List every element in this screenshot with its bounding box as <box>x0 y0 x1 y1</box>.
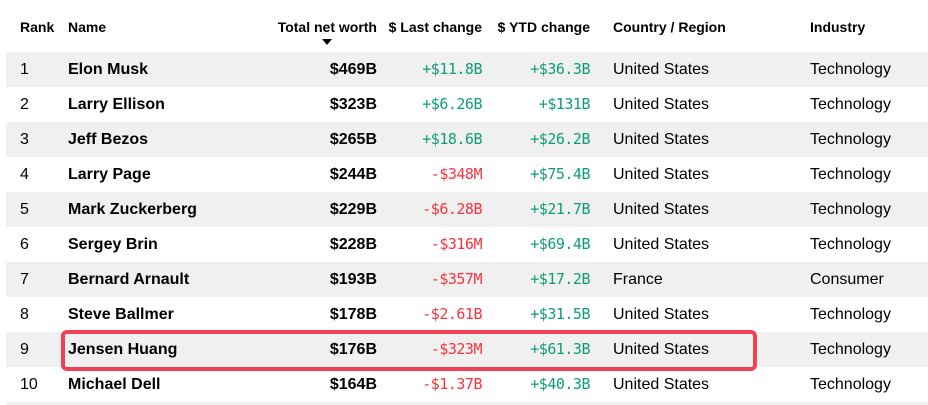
cell-last-change: -$348M <box>430 165 482 183</box>
cell-country: United States <box>613 61 710 78</box>
column-header-rank[interactable]: Rank <box>20 19 55 35</box>
cell-industry: Technology <box>810 61 891 78</box>
cell-industry: Technology <box>810 236 891 253</box>
cell-net-worth: $176B <box>329 341 377 358</box>
cell-rank: 5 <box>20 201 29 218</box>
table-row[interactable]: 6 Sergey Brin $228B -$316M +$69.4B United Sta… <box>6 227 928 262</box>
column-header-industry[interactable]: Industry <box>810 19 866 35</box>
column-header-last-change[interactable]: $ Last change <box>388 19 482 35</box>
cell-rank: 10 <box>20 376 38 393</box>
next-row-strip <box>6 402 928 405</box>
cell-industry: Technology <box>810 341 891 358</box>
cell-rank: 2 <box>20 96 29 113</box>
cell-industry: Consumer <box>810 271 884 288</box>
cell-last-change: +$18.6B <box>422 130 482 148</box>
column-header-name[interactable]: Name <box>68 19 107 35</box>
cell-rank: 1 <box>20 61 29 78</box>
table-row[interactable]: 4 Larry Page $244B -$348M +$75.4B United Stat… <box>6 157 928 192</box>
cell-net-worth: $178B <box>329 306 377 323</box>
table-row[interactable]: 5 Mark Zuckerberg $229B -$6.28B +$21.7B Unite… <box>6 192 928 227</box>
cell-ytd-change: +$40.3B <box>530 375 590 393</box>
table-row[interactable]: 1 Elon Musk $469B +$11.8B +$36.3B United Stat… <box>6 52 928 87</box>
cell-ytd-change: +$17.2B <box>530 270 590 288</box>
cell-ytd-change: +$31.5B <box>530 305 590 323</box>
cell-name[interactable]: Steve Ballmer <box>68 306 174 323</box>
cell-last-change: -$316M <box>430 235 482 253</box>
column-header-net-worth-label: Total net worth <box>277 19 377 35</box>
cell-name[interactable]: Jeff Bezos <box>68 131 149 148</box>
cell-last-change: -$357M <box>430 270 482 288</box>
cell-rank: 9 <box>20 341 29 358</box>
cell-rank: 4 <box>20 166 29 183</box>
cell-rank: 7 <box>20 271 29 288</box>
table-row[interactable]: 10 Michael Dell $164B -$1.37B +$40.3B United … <box>6 367 928 402</box>
cell-country: United States <box>613 376 710 393</box>
table-row[interactable]: 9 Jensen Huang $176B -$323M +$61.3B United St… <box>6 332 928 367</box>
cell-country: United States <box>613 96 710 113</box>
cell-ytd-change: +$26.2B <box>530 130 590 148</box>
cell-last-change: -$6.28B <box>422 200 482 218</box>
cell-name[interactable]: Mark Zuckerberg <box>68 201 197 218</box>
cell-rank: 8 <box>20 306 29 323</box>
cell-rank: 3 <box>20 131 29 148</box>
cell-name[interactable]: Larry Page <box>68 166 151 183</box>
table-row[interactable]: 7 Bernard Arnault $193B -$357M +$17.2B France… <box>6 262 928 297</box>
billionaires-table: Rank Name Total net worth $ Last change … <box>6 0 928 402</box>
column-header-net-worth[interactable]: Total net worth <box>212 0 377 52</box>
cell-ytd-change: +$21.7B <box>530 200 590 218</box>
table-header: Rank Name Total net worth $ Last change … <box>6 0 928 52</box>
cell-ytd-change: +$69.4B <box>530 235 590 253</box>
column-header-country[interactable]: Country / Region <box>613 19 726 35</box>
cell-country: United States <box>613 341 710 358</box>
cell-last-change: +$6.26B <box>422 95 482 113</box>
cell-net-worth: $229B <box>329 201 377 218</box>
cell-country: France <box>613 271 663 288</box>
cell-ytd-change: +$131B <box>538 95 590 113</box>
cell-net-worth: $323B <box>329 96 377 113</box>
cell-industry: Technology <box>810 306 891 323</box>
cell-name[interactable]: Michael Dell <box>68 376 161 393</box>
cell-last-change: -$323M <box>430 340 482 358</box>
table-row[interactable]: 3 Jeff Bezos $265B +$18.6B +$26.2B United Sta… <box>6 122 928 157</box>
cell-industry: Technology <box>810 376 891 393</box>
cell-country: United States <box>613 131 710 148</box>
cell-industry: Technology <box>810 201 891 218</box>
cell-country: United States <box>613 236 710 253</box>
cell-industry: Technology <box>810 166 891 183</box>
cell-net-worth: $244B <box>329 166 377 183</box>
cell-country: United States <box>613 306 710 323</box>
cell-last-change: -$2.61B <box>422 305 482 323</box>
cell-country: United States <box>613 166 710 183</box>
column-header-ytd-change[interactable]: $ YTD change <box>497 19 590 35</box>
cell-name[interactable]: Elon Musk <box>68 61 149 78</box>
cell-net-worth: $265B <box>329 131 377 148</box>
cell-net-worth: $164B <box>329 376 377 393</box>
cell-last-change: -$1.37B <box>422 375 482 393</box>
cell-last-change: +$11.8B <box>422 60 482 78</box>
table-body: 1 Elon Musk $469B +$11.8B +$36.3B United Stat… <box>6 52 928 402</box>
cell-name[interactable]: Bernard Arnault <box>68 271 190 288</box>
sort-desc-icon <box>322 39 333 45</box>
cell-name[interactable]: Jensen Huang <box>68 341 178 358</box>
cell-name[interactable]: Larry Ellison <box>68 96 165 113</box>
cell-ytd-change: +$61.3B <box>530 340 590 358</box>
cell-net-worth: $193B <box>329 271 377 288</box>
cell-name[interactable]: Sergey Brin <box>68 236 158 253</box>
cell-rank: 6 <box>20 236 29 253</box>
table-row[interactable]: 2 Larry Ellison $323B +$6.26B +$131B United S… <box>6 87 928 122</box>
cell-ytd-change: +$36.3B <box>530 60 590 78</box>
cell-industry: Technology <box>810 96 891 113</box>
cell-country: United States <box>613 201 710 218</box>
cell-ytd-change: +$75.4B <box>530 165 590 183</box>
cell-net-worth: $228B <box>329 236 377 253</box>
cell-industry: Technology <box>810 131 891 148</box>
table-row[interactable]: 8 Steve Ballmer $178B -$2.61B +$31.5B United … <box>6 297 928 332</box>
cell-net-worth: $469B <box>329 61 377 78</box>
